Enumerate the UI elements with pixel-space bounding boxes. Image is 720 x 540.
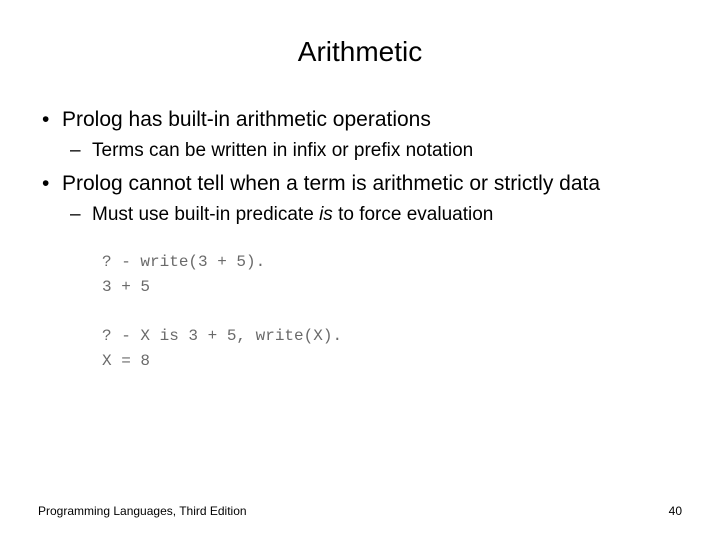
bullet-2-sublist: Must use built-in predicate is to force … [62,202,682,228]
bullet-2-sub-1-italic: is [319,204,333,225]
bullet-1-sub-1-text: Terms can be written in infix or prefix … [92,140,473,161]
bullet-1-sublist: Terms can be written in infix or prefix … [62,138,682,164]
slide-container: Arithmetic Prolog has built-in arithmeti… [0,0,720,540]
bullet-1: Prolog has built-in arithmetic operation… [38,106,682,164]
bullet-2: Prolog cannot tell when a term is arithm… [38,170,682,228]
bullet-1-text: Prolog has built-in arithmetic operation… [62,108,431,131]
bullet-2-sub-1-pre: Must use built-in predicate [92,204,319,225]
bullet-2-sub-1: Must use built-in predicate is to force … [62,202,682,228]
code-line-1: ? - write(3 + 5). [102,253,265,271]
bullet-list-level1: Prolog has built-in arithmetic operation… [38,106,682,228]
bullet-2-sub-1-post: to force evaluation [333,204,494,225]
code-line-5: X = 8 [102,352,150,370]
code-line-2: 3 + 5 [102,278,150,296]
bullet-2-text: Prolog cannot tell when a term is arithm… [62,172,600,195]
slide-title: Arithmetic [38,36,682,68]
bullet-1-sub-1: Terms can be written in infix or prefix … [62,138,682,164]
code-line-4: ? - X is 3 + 5, write(X). [102,327,342,345]
code-example: ? - write(3 + 5). 3 + 5 ? - X is 3 + 5, … [102,250,682,374]
footer-text: Programming Languages, Third Edition [38,504,247,518]
page-number: 40 [669,504,682,518]
